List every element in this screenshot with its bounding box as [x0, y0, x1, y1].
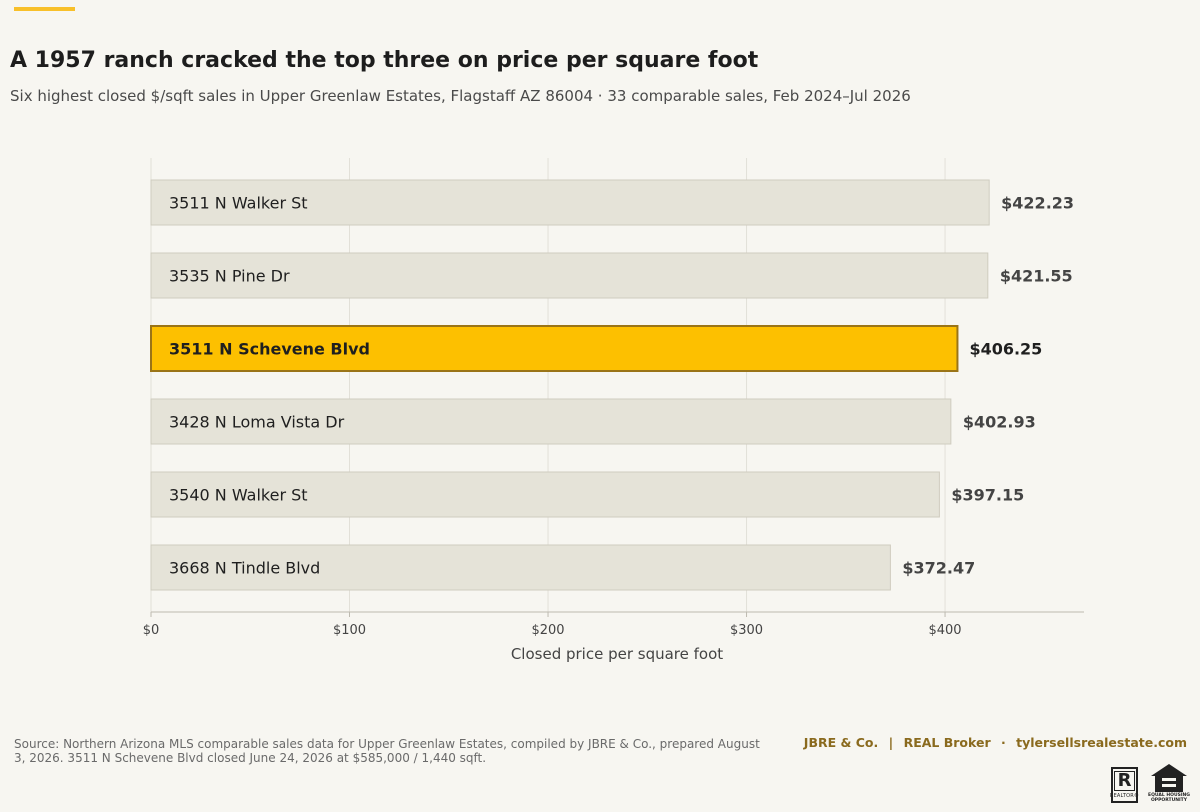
- brand-name: JBRE & Co.: [803, 735, 879, 750]
- website-link[interactable]: tylersellsrealestate.com: [1016, 735, 1187, 750]
- realtor-letter: R: [1113, 771, 1136, 791]
- x-axis-label: Closed price per square foot: [511, 645, 723, 663]
- separator: |: [888, 735, 894, 750]
- bar-category-label: 3540 N Walker St: [169, 486, 308, 505]
- bar-category-label: 3535 N Pine Dr: [169, 267, 290, 286]
- bar-category-label: 3511 N Walker St: [169, 194, 308, 213]
- bar-category-label: 3428 N Loma Vista Dr: [169, 413, 345, 432]
- realtor-logo-icon: R REALTOR®: [1109, 767, 1140, 803]
- x-tick-label: $400: [928, 623, 961, 638]
- broker-name: REAL Broker: [903, 735, 991, 750]
- separator: ·: [1000, 735, 1006, 750]
- bar: [150, 398, 952, 445]
- footer-brand: JBRE & Co. | REAL Broker · tylersellsrea…: [801, 735, 1190, 750]
- x-tick-label: $100: [333, 623, 366, 638]
- bar-chart: 3511 N Walker St $422.23 3535 N Pine Dr $42…: [143, 158, 1084, 663]
- bar: [150, 471, 940, 518]
- compliance-badges: R REALTOR® EQUAL HOUSING OPPORTUNITY: [1109, 763, 1190, 803]
- bar: [150, 252, 989, 299]
- bar-value-label: $422.23: [1001, 194, 1074, 213]
- house-icon: [1151, 764, 1187, 792]
- bars: 3511 N Walker St $422.23 3535 N Pine Dr $42…: [150, 179, 1074, 591]
- bar: [150, 544, 891, 591]
- x-tick-label: $200: [531, 623, 564, 638]
- equal-housing-icon: EQUAL HOUSING OPPORTUNITY: [1148, 763, 1190, 803]
- bar-value-label: $372.47: [902, 559, 975, 578]
- x-axis: $0 $100 $200 $300 $400: [143, 611, 1084, 638]
- x-tick-label: $0: [143, 623, 160, 638]
- accent-rule: [14, 7, 75, 11]
- realtor-text: REALTOR®: [1109, 793, 1140, 799]
- equal-housing-text: EQUAL HOUSING OPPORTUNITY: [1148, 793, 1190, 803]
- bar-value-label: $397.15: [951, 486, 1024, 505]
- chart-subtitle: Six highest closed $/sqft sales in Upper…: [10, 87, 911, 105]
- bar-value-label: $402.93: [963, 413, 1036, 432]
- bar-value-label: $421.55: [1000, 267, 1073, 286]
- bar: [150, 325, 959, 372]
- bar-category-label: 3668 N Tindle Blvd: [169, 559, 320, 578]
- bar: [150, 179, 990, 226]
- x-tick-label: $300: [730, 623, 763, 638]
- bar-category-label: 3511 N Schevene Blvd: [169, 340, 370, 359]
- source-note: Source: Northern Arizona MLS comparable …: [14, 737, 760, 765]
- bar-value-label: $406.25: [969, 340, 1042, 359]
- gridlines: [150, 158, 946, 612]
- chart-title: A 1957 ranch cracked the top three on pr…: [10, 48, 759, 73]
